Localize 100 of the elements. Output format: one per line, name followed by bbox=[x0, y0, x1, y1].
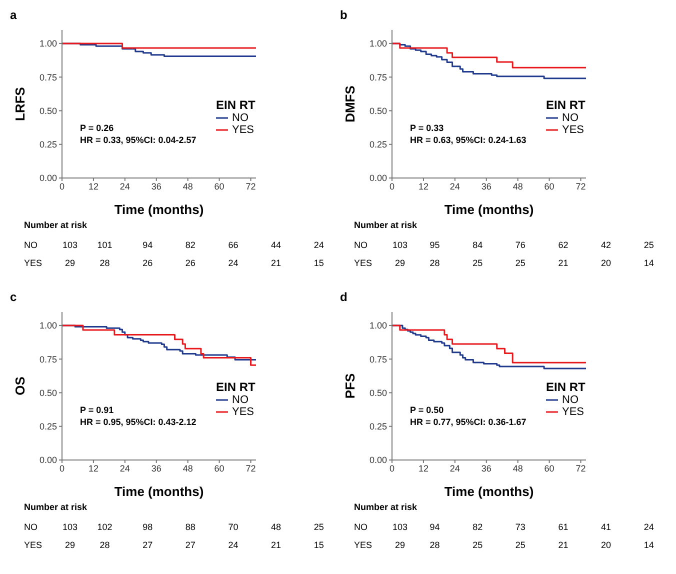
text: 15 bbox=[312, 540, 325, 550]
x-tick-label: 60 bbox=[544, 181, 554, 192]
text: 21 bbox=[270, 258, 282, 268]
legend-label: YES bbox=[562, 406, 584, 418]
y-tick-label: 0.75 bbox=[39, 72, 57, 82]
text: 82 bbox=[184, 240, 196, 250]
annotation: HR = 0.95, 95%CI: 0.43-2.12 bbox=[80, 416, 196, 428]
text: 95 bbox=[428, 240, 441, 250]
text: 25 bbox=[472, 258, 484, 268]
text: 21 bbox=[270, 540, 282, 550]
text: 21 bbox=[557, 258, 570, 268]
x-axis-title: Time (months) bbox=[444, 484, 534, 499]
text: 24 bbox=[642, 522, 655, 532]
text: YES bbox=[354, 540, 372, 550]
x-tick-label: 36 bbox=[151, 181, 162, 192]
text: 73 bbox=[514, 522, 526, 532]
x-axis-title: Time (months) bbox=[114, 484, 204, 499]
annotation: P = 0.50 bbox=[410, 404, 445, 416]
text: 66 bbox=[227, 240, 240, 250]
text: 98 bbox=[142, 522, 154, 532]
y-tick-label: 0.25 bbox=[369, 140, 387, 150]
annotation: HR = 0.33, 95%CI: 0.04-2.57 bbox=[80, 134, 196, 146]
y-axis-title: DMFS bbox=[342, 85, 358, 122]
x-tick-label: 24 bbox=[120, 463, 130, 474]
text: 44 bbox=[270, 240, 282, 250]
text: NO bbox=[24, 240, 38, 250]
text: 28 bbox=[428, 540, 441, 550]
y-tick-label: 0.00 bbox=[39, 173, 57, 184]
text: 42 bbox=[600, 240, 612, 250]
x-axis-title: Time (months) bbox=[114, 202, 204, 217]
text: 20 bbox=[600, 258, 612, 268]
legend-title: EIN RT bbox=[216, 380, 256, 394]
text: 26 bbox=[142, 258, 154, 268]
y-tick-label: 0.00 bbox=[369, 455, 387, 466]
x-tick-label: 72 bbox=[576, 181, 586, 192]
y-tick-label: 1.00 bbox=[369, 320, 387, 331]
text: Number at risk bbox=[354, 502, 418, 512]
y-tick-label: 0.50 bbox=[369, 106, 387, 116]
text: 27 bbox=[184, 540, 196, 550]
y-tick-label: 0.50 bbox=[39, 106, 57, 116]
legend-title: EIN RT bbox=[546, 380, 586, 394]
x-tick-label: 72 bbox=[246, 463, 256, 474]
annotation: HR = 0.77, 95%CI: 0.36-1.67 bbox=[410, 416, 526, 428]
text: 28 bbox=[98, 258, 111, 268]
y-tick-label: 0.75 bbox=[39, 354, 57, 364]
x-tick-label: 60 bbox=[214, 463, 224, 474]
text: 29 bbox=[394, 540, 406, 550]
text: 29 bbox=[64, 258, 76, 268]
text: 70 bbox=[227, 522, 240, 532]
text: YES bbox=[24, 258, 42, 268]
text: 24 bbox=[227, 540, 240, 550]
text: 29 bbox=[64, 540, 76, 550]
x-tick-label: 72 bbox=[246, 181, 256, 192]
y-tick-label: 0.00 bbox=[369, 173, 387, 184]
text: NO bbox=[354, 522, 368, 532]
text: 20 bbox=[600, 540, 612, 550]
x-tick-label: 48 bbox=[182, 181, 193, 192]
text: Number at risk bbox=[354, 220, 418, 230]
text: NO bbox=[354, 240, 368, 250]
text: 103 bbox=[61, 522, 79, 532]
text: 48 bbox=[270, 522, 282, 532]
y-tick-label: 1.00 bbox=[369, 38, 387, 49]
text: 26 bbox=[184, 258, 196, 268]
x-tick-label: 24 bbox=[120, 181, 130, 192]
text: YES bbox=[354, 258, 372, 268]
x-tick-label: 0 bbox=[59, 463, 65, 474]
text: 25 bbox=[472, 540, 484, 550]
text: 103 bbox=[61, 240, 79, 250]
y-axis-title: OS bbox=[12, 376, 28, 396]
legend-title: EIN RT bbox=[216, 98, 256, 112]
text: 24 bbox=[227, 258, 240, 268]
text: 25 bbox=[642, 240, 655, 250]
text: 21 bbox=[557, 540, 570, 550]
x-tick-label: 36 bbox=[481, 463, 492, 474]
legend-label: NO bbox=[232, 394, 248, 406]
y-tick-label: 1.00 bbox=[39, 320, 57, 331]
x-axis-title: Time (months) bbox=[444, 202, 534, 217]
text: 82 bbox=[472, 522, 484, 532]
text: 88 bbox=[184, 522, 196, 532]
text: 103 bbox=[391, 240, 409, 250]
text: 27 bbox=[142, 540, 154, 550]
x-tick-label: 60 bbox=[214, 181, 224, 192]
x-tick-label: 12 bbox=[418, 463, 428, 474]
x-tick-label: 36 bbox=[151, 463, 162, 474]
text: Number at risk bbox=[24, 220, 88, 230]
text: 25 bbox=[514, 540, 526, 550]
y-tick-label: 0.00 bbox=[39, 455, 57, 466]
chart-title: d bbox=[340, 290, 348, 304]
x-tick-label: 48 bbox=[512, 181, 523, 192]
text: 15 bbox=[312, 258, 325, 268]
y-axis-title: LRFS bbox=[12, 86, 28, 121]
x-tick-label: 60 bbox=[544, 463, 554, 474]
y-tick-label: 0.50 bbox=[369, 388, 387, 398]
annotation: P = 0.91 bbox=[80, 404, 115, 416]
legend-label: NO bbox=[562, 394, 578, 406]
text: 28 bbox=[98, 540, 111, 550]
text: 84 bbox=[472, 240, 484, 250]
text: 94 bbox=[142, 240, 154, 250]
text: NO bbox=[24, 522, 38, 532]
text: 14 bbox=[642, 258, 655, 268]
